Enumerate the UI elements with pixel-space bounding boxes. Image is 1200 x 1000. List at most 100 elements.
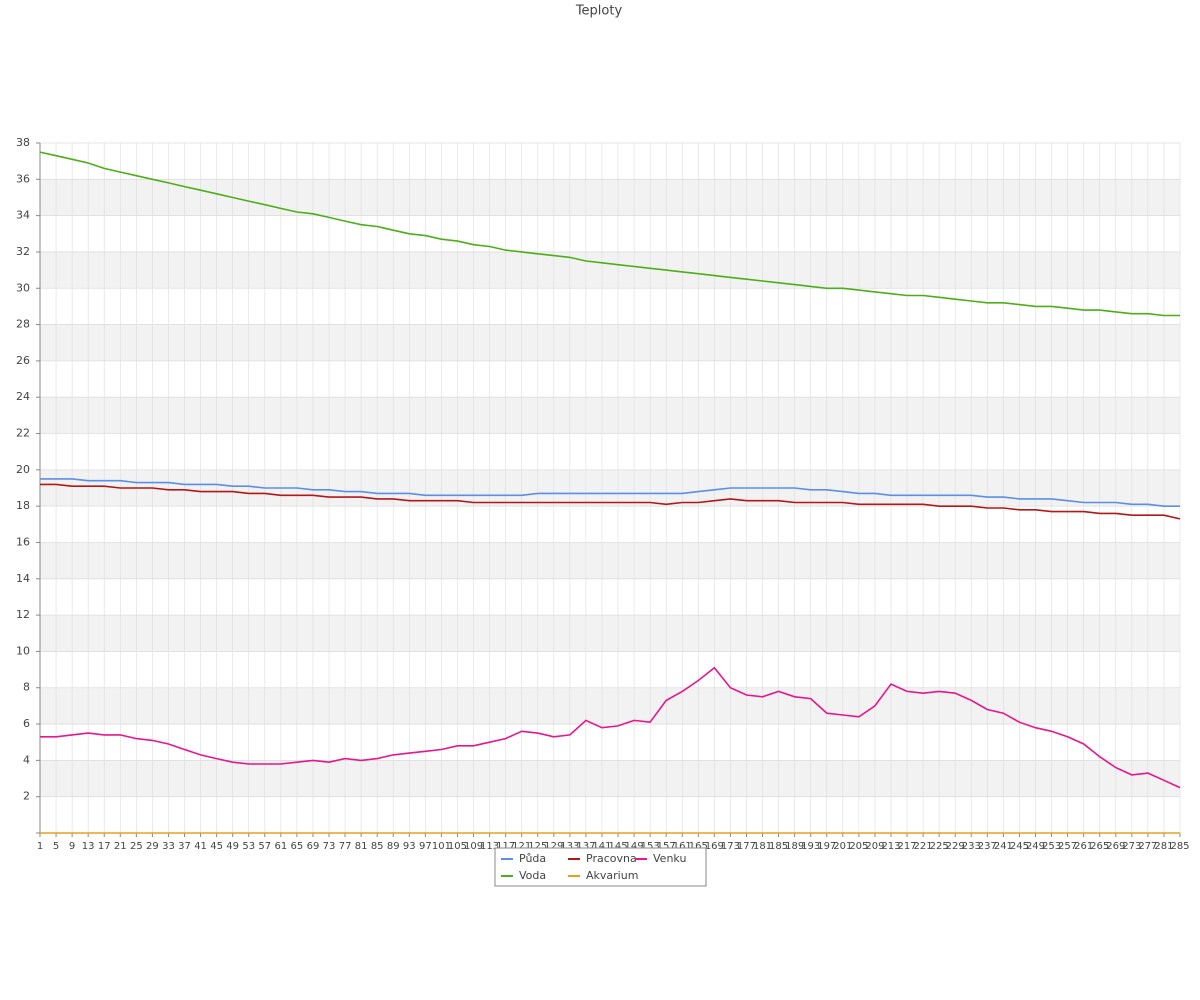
y-tick-label: 26 [16, 354, 30, 367]
x-tick-label: 53 [242, 841, 255, 852]
x-tick-label: 177 [737, 841, 756, 852]
y-tick-label: 16 [16, 535, 30, 548]
x-tick-label: 145 [608, 841, 627, 852]
x-tick-label: 173 [721, 841, 740, 852]
x-tick-label: 33 [162, 841, 175, 852]
x-tick-label: 41 [194, 841, 207, 852]
x-tick-label: 97 [419, 841, 432, 852]
x-tick-label: 253 [1042, 841, 1061, 852]
y-tick-label: 2 [23, 790, 30, 803]
grid-band [40, 324, 1180, 361]
x-tick-label: 245 [1010, 841, 1029, 852]
chart-title: Teploty [575, 4, 623, 19]
x-tick-label: 81 [355, 841, 368, 852]
series-line [39, 151, 1180, 317]
grid-band [40, 615, 1180, 652]
x-tick-label: 85 [371, 841, 384, 852]
legend-label: Venku [653, 852, 686, 865]
x-tick-label: 49 [226, 841, 239, 852]
x-tick-label: 137 [576, 841, 595, 852]
x-tick-label: 221 [914, 841, 933, 852]
x-tick-label: 73 [323, 841, 336, 852]
x-tick-label: 209 [865, 841, 884, 852]
grid-band [40, 179, 1180, 216]
x-tick-label: 237 [978, 841, 997, 852]
x-tick-label: 129 [544, 841, 563, 852]
x-tick-label: 157 [657, 841, 676, 852]
y-tick-label: 20 [16, 463, 30, 476]
x-tick-label: 133 [560, 841, 579, 852]
x-tick-label: 105 [448, 841, 467, 852]
x-tick-label: 161 [673, 841, 692, 852]
x-tick-label: 77 [339, 841, 352, 852]
x-tick-label: 149 [625, 841, 644, 852]
series-line [40, 478, 1180, 507]
x-tick-label: 109 [464, 841, 483, 852]
y-tick-label: 6 [23, 717, 30, 730]
x-tick-label: 269 [1106, 841, 1125, 852]
x-tick-label: 89 [387, 841, 400, 852]
x-tick-label: 285 [1170, 841, 1189, 852]
x-tick-label: 281 [1154, 841, 1173, 852]
y-tick-label: 24 [16, 390, 30, 403]
x-tick-label: 205 [849, 841, 868, 852]
y-tick-label: 22 [16, 427, 30, 440]
x-tick-label: 65 [291, 841, 304, 852]
x-tick-label: 101 [432, 841, 451, 852]
x-tick-label: 5 [53, 841, 59, 852]
x-tick-label: 213 [881, 841, 900, 852]
x-tick-label: 257 [1058, 841, 1077, 852]
x-tick-label: 189 [785, 841, 804, 852]
x-tick-label: 225 [930, 841, 949, 852]
x-tick-label: 193 [801, 841, 820, 852]
x-tick-label: 153 [641, 841, 660, 852]
x-tick-label: 273 [1122, 841, 1141, 852]
x-tick-label: 25 [130, 841, 143, 852]
y-tick-label: 12 [16, 608, 30, 621]
legend-label: Půda [519, 852, 546, 865]
x-tick-label: 29 [146, 841, 159, 852]
y-tick-label: 36 [16, 172, 30, 185]
grid-band [40, 397, 1180, 434]
y-tick-label: 38 [16, 136, 30, 149]
x-tick-label: 69 [307, 841, 320, 852]
x-tick-label: 197 [817, 841, 836, 852]
x-tick-label: 125 [528, 841, 547, 852]
x-tick-label: 9 [69, 841, 75, 852]
y-tick-label: 34 [16, 209, 30, 222]
x-tick-label: 165 [689, 841, 708, 852]
grid-band [40, 687, 1180, 725]
x-tick-label: 37 [178, 841, 191, 852]
grid-band [40, 469, 1180, 507]
x-tick-label: 1 [37, 841, 43, 852]
grid-band [40, 542, 1180, 579]
x-tick-label: 233 [962, 841, 981, 852]
legend-label: Pracovna [586, 852, 637, 865]
x-tick-label: 277 [1138, 841, 1157, 852]
x-tick-label: 17 [98, 841, 111, 852]
y-tick-label: 32 [16, 245, 30, 258]
y-tick-label: 8 [23, 681, 30, 694]
x-tick-label: 185 [769, 841, 788, 852]
y-tick-label: 14 [16, 572, 30, 585]
x-tick-label: 217 [897, 841, 916, 852]
x-tick-label: 93 [403, 841, 416, 852]
legend-label: Voda [519, 869, 546, 882]
x-tick-label: 141 [592, 841, 611, 852]
series-line [40, 666, 1181, 789]
x-tick-label: 265 [1090, 841, 1109, 852]
x-tick-label: 13 [82, 841, 95, 852]
y-tick-label: 30 [16, 281, 30, 294]
x-tick-label: 117 [496, 841, 515, 852]
grid-band [40, 760, 1180, 797]
y-tick-label: 10 [16, 644, 30, 657]
x-tick-label: 113 [480, 841, 499, 852]
grid-band [40, 251, 1180, 289]
x-tick-label: 201 [833, 841, 852, 852]
x-tick-label: 229 [946, 841, 965, 852]
x-tick-label: 57 [258, 841, 271, 852]
x-tick-label: 241 [994, 841, 1013, 852]
x-tick-label: 21 [114, 841, 127, 852]
y-tick-label: 28 [16, 318, 30, 331]
